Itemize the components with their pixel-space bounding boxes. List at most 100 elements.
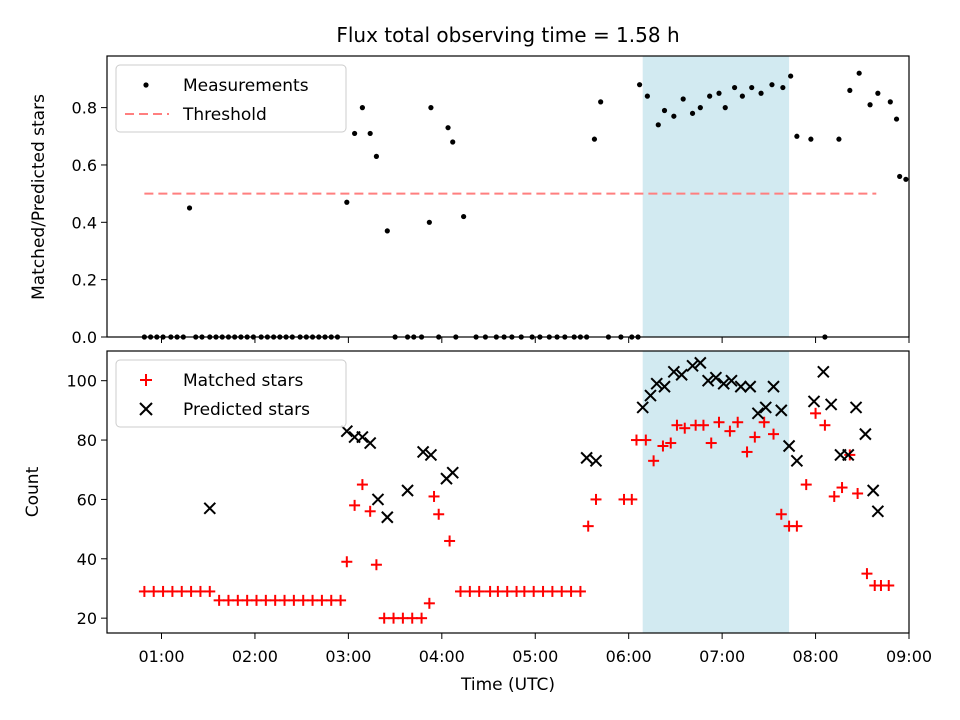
predicted-star-point <box>859 427 872 441</box>
measurement-point <box>671 113 677 119</box>
matched-star-point <box>288 594 300 606</box>
matched-star-point <box>157 585 169 597</box>
matched-star-point <box>428 490 440 502</box>
x-tick-label: 01:00 <box>138 647 184 666</box>
matched-star-point <box>749 431 761 443</box>
matched-star-point <box>260 594 272 606</box>
predicted-star-stroke <box>842 448 855 462</box>
matched-star-point <box>883 580 895 592</box>
measurement-point <box>373 153 380 159</box>
matched-star-point <box>819 419 831 431</box>
predicted-star-point <box>775 404 788 417</box>
matched-star-point <box>388 612 400 624</box>
measurement-point <box>644 93 650 99</box>
top-y-tick-label: 0.2 <box>72 271 97 290</box>
measurement-point <box>808 136 814 142</box>
matched-star-point <box>630 434 642 446</box>
predicted-star-point <box>725 374 738 387</box>
bottom-y-tick-label: 40 <box>77 550 97 569</box>
measurement-point <box>722 105 728 111</box>
predicted-star-point <box>694 356 707 370</box>
predicted-star-stroke <box>767 380 780 393</box>
predicted-star-stroke <box>650 377 663 390</box>
predicted-star-stroke <box>807 395 821 408</box>
measurement-point <box>893 116 900 122</box>
matched-star-point <box>148 585 160 597</box>
predicted-star-stroke <box>356 430 369 444</box>
top-panel: Flux total observing time = 1.58 h 0.00.… <box>29 23 910 347</box>
predicted-star-point <box>371 493 385 506</box>
measurement-point <box>426 219 432 225</box>
bottom-y-ticks: 20 40 60 80 100 <box>66 372 107 628</box>
predicted-star-stroke <box>589 454 603 468</box>
matched-star-point <box>861 568 873 580</box>
predicted-star-point <box>849 401 863 414</box>
x-tick-label: 04:00 <box>419 647 465 666</box>
predicted-star-point <box>717 377 730 390</box>
predicted-star-stroke <box>743 380 757 393</box>
predicted-star-point <box>580 451 593 465</box>
predicted-star-stroke <box>416 445 430 459</box>
top-chart-title: Flux total observing time = 1.58 h <box>336 23 679 47</box>
matched-star-point <box>279 594 291 606</box>
x-tick-label: 08:00 <box>793 647 839 666</box>
matched-star-point <box>574 585 586 597</box>
predicted-star-stroke <box>381 511 394 524</box>
predicted-star-point <box>759 401 772 414</box>
measurement-point <box>450 139 456 145</box>
predicted-star-point <box>709 371 723 384</box>
matched-star-point <box>222 594 234 606</box>
predicted-star-stroke <box>424 448 438 462</box>
matched-star-point <box>528 585 540 597</box>
measurement-point <box>780 84 786 91</box>
predicted-star-stroke <box>734 380 748 393</box>
measurement-point <box>697 105 703 111</box>
matched-star-point <box>844 449 856 461</box>
measurement-point <box>689 110 696 116</box>
bottom-plot-frame <box>106 350 910 634</box>
matched-star-point <box>269 594 281 606</box>
matched-star-point <box>775 508 787 520</box>
top-y-ticks: 0.0 0.2 0.4 0.6 0.8 <box>72 99 107 347</box>
predicted-star-stroke <box>859 427 872 441</box>
matched-star-point <box>768 428 780 440</box>
predicted-star-stroke <box>775 404 788 417</box>
predicted-star-point <box>782 439 796 453</box>
matched-star-point <box>828 490 840 502</box>
bottom-x-ticks: 01:00 02:00 03:00 04:00 05:00 06:00 07:00 08:00… <box>138 633 932 666</box>
matched-star-point <box>423 597 435 609</box>
measurement-point <box>897 173 903 180</box>
measurement-point <box>903 176 909 182</box>
top-legend: Measurements Threshold <box>115 64 347 133</box>
measurement-point <box>384 228 390 234</box>
matched-star-point <box>397 612 409 624</box>
predicted-star-stroke <box>709 371 723 384</box>
matched-star-point <box>349 499 361 511</box>
top-x-ticks <box>161 337 910 343</box>
matched-star-point <box>297 594 309 606</box>
measurement-point <box>428 105 434 111</box>
top-highlight-band <box>642 56 790 337</box>
predicted-star-stroke <box>871 505 885 518</box>
x-tick-label: 03:00 <box>325 647 371 666</box>
predicted-star-stroke <box>725 374 738 387</box>
measurement-point <box>856 70 862 76</box>
measurement-point <box>344 199 350 205</box>
measurement-point <box>731 84 738 91</box>
matched-star-point <box>356 479 368 491</box>
predicted-star-point <box>751 407 765 420</box>
measurement-point <box>636 82 643 88</box>
matched-star-point <box>626 493 638 505</box>
predicted-star-point <box>734 380 748 393</box>
measurement-point <box>655 122 661 128</box>
matched-star-point <box>433 508 445 520</box>
measurement-point <box>875 90 881 96</box>
matched-star-point <box>758 416 770 428</box>
top-legend-box <box>115 64 347 133</box>
x-tick-label: 06:00 <box>606 647 652 666</box>
matched-star-point <box>565 585 577 597</box>
measurement-point <box>591 136 598 142</box>
matched-star-point <box>473 585 485 597</box>
predicted-star-point <box>675 368 688 381</box>
